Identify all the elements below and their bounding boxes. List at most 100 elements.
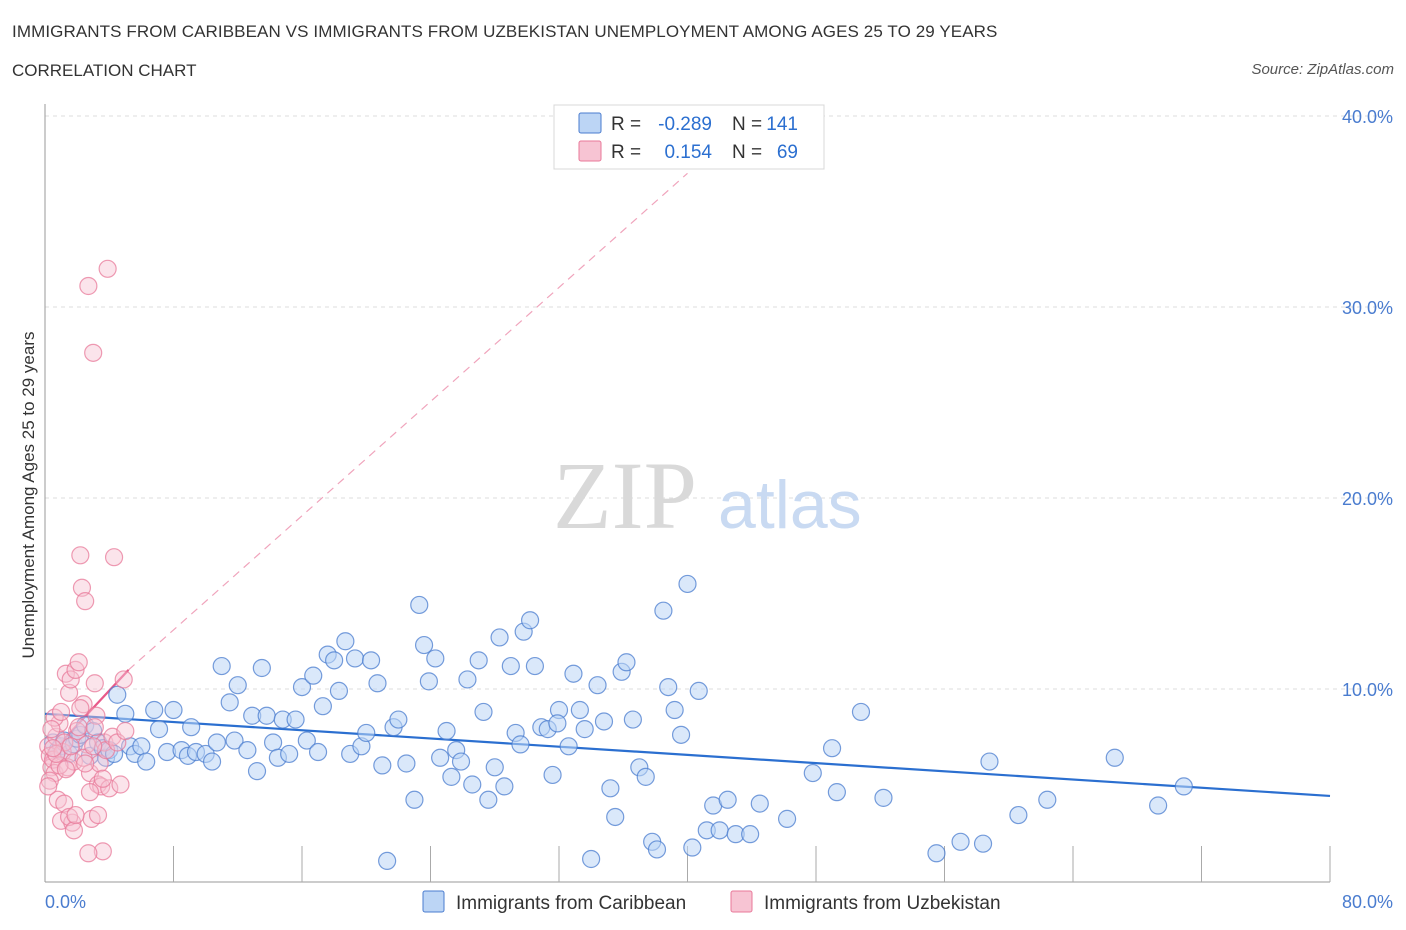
point-uzbekistan — [76, 754, 95, 773]
point-caribbean — [647, 840, 667, 859]
point-caribbean — [689, 681, 708, 701]
point-caribbean — [182, 718, 201, 737]
point-caribbean — [678, 574, 697, 594]
point-caribbean — [1038, 790, 1057, 809]
point-caribbean — [263, 733, 283, 752]
point-caribbean — [373, 756, 392, 775]
point-caribbean — [601, 779, 620, 798]
point-caribbean — [325, 651, 344, 670]
point-caribbean — [116, 704, 135, 723]
point-caribbean — [617, 653, 636, 672]
point-uzbekistan — [79, 844, 98, 863]
point-uzbekistan — [69, 718, 88, 737]
point-caribbean — [458, 670, 477, 689]
point-caribbean — [741, 825, 760, 844]
point-caribbean — [594, 712, 614, 731]
point-caribbean — [389, 710, 408, 729]
y-tick-label: 20.0% — [1342, 489, 1393, 509]
legend-r-label-1: R = — [611, 114, 641, 135]
point-uzbekistan — [111, 775, 130, 794]
point-caribbean — [750, 794, 769, 813]
grid-lines — [45, 115, 1390, 690]
x-tick-label-max: 80.0% — [1342, 892, 1393, 912]
chart-title: IMMIGRANTS FROM CARIBBEAN VS IMMIGRANTS … — [12, 22, 998, 41]
point-caribbean — [1149, 796, 1168, 815]
legend-r-label-2: R = — [611, 142, 641, 163]
series-caribbean-points — [43, 574, 1193, 871]
point-caribbean — [980, 752, 999, 771]
point-caribbean — [280, 744, 299, 764]
point-caribbean — [588, 676, 607, 695]
point-uzbekistan — [39, 777, 58, 796]
watermark-atlas: atlas — [718, 467, 862, 543]
point-uzbekistan — [51, 702, 71, 722]
point-caribbean — [525, 656, 545, 676]
point-caribbean — [368, 674, 387, 693]
point-caribbean — [710, 821, 729, 840]
point-caribbean — [228, 676, 247, 695]
bottom-legend-swatch-pink — [730, 890, 753, 913]
point-caribbean — [951, 832, 970, 851]
series-uzbekistan-points — [39, 259, 135, 863]
point-uzbekistan — [77, 735, 96, 754]
point-uzbekistan — [104, 548, 124, 567]
point-caribbean — [874, 788, 893, 807]
point-caribbean — [606, 807, 625, 827]
point-caribbean — [654, 601, 673, 620]
point-caribbean — [1009, 805, 1028, 825]
point-caribbean — [463, 775, 482, 794]
point-uzbekistan — [69, 653, 88, 672]
source-label: Source: ZipAtlas.com — [1251, 61, 1394, 78]
point-caribbean — [336, 632, 355, 651]
point-uzbekistan — [84, 737, 103, 756]
point-caribbean — [137, 752, 156, 771]
point-caribbean — [419, 672, 438, 691]
point-uzbekistan — [80, 783, 100, 802]
point-caribbean — [777, 809, 797, 828]
point-caribbean — [575, 720, 594, 739]
point-caribbean — [297, 731, 316, 750]
point-caribbean — [973, 834, 993, 853]
point-uzbekistan — [79, 276, 98, 296]
point-uzbekistan — [61, 737, 80, 756]
point-uzbekistan — [61, 670, 80, 689]
point-caribbean — [485, 758, 504, 777]
legend-swatch-pink — [578, 140, 602, 162]
watermark-zip: ZIP — [553, 442, 697, 549]
point-caribbean — [559, 737, 578, 756]
point-caribbean — [927, 844, 946, 863]
point-caribbean — [665, 700, 684, 720]
point-uzbekistan — [59, 807, 79, 827]
point-uzbekistan — [47, 744, 66, 764]
point-caribbean — [442, 767, 461, 786]
point-uzbekistan — [85, 674, 104, 693]
point-caribbean — [202, 752, 222, 771]
point-uzbekistan — [98, 259, 117, 278]
point-caribbean — [511, 735, 530, 754]
point-caribbean — [495, 777, 514, 796]
point-caribbean — [437, 721, 456, 741]
legend-swatch-blue — [578, 112, 602, 134]
point-uzbekistan — [85, 718, 104, 737]
point-uzbekistan — [116, 721, 135, 741]
point-caribbean — [292, 677, 312, 697]
point-caribbean — [479, 790, 498, 809]
point-caribbean — [683, 838, 702, 857]
point-caribbean — [827, 783, 846, 802]
chart-subtitle: CORRELATION CHART — [12, 61, 197, 80]
point-caribbean — [474, 702, 493, 722]
legend-n-value-1: 141 — [766, 114, 798, 135]
point-caribbean — [108, 685, 127, 704]
trend-line-uzbekistan-extension — [128, 172, 688, 671]
x-tick-label-min: 0.0% — [45, 892, 86, 912]
point-caribbean — [564, 664, 583, 683]
point-caribbean — [671, 725, 691, 744]
point-caribbean — [361, 651, 381, 670]
point-uzbekistan — [72, 578, 92, 597]
y-axis-label: Unemployment Among Ages 25 to 29 years — [19, 332, 38, 659]
point-caribbean — [543, 765, 562, 785]
point-uzbekistan — [76, 592, 95, 611]
point-uzbekistan — [93, 842, 112, 861]
legend-n-label-1: N = — [732, 114, 762, 135]
point-caribbean — [329, 681, 349, 701]
